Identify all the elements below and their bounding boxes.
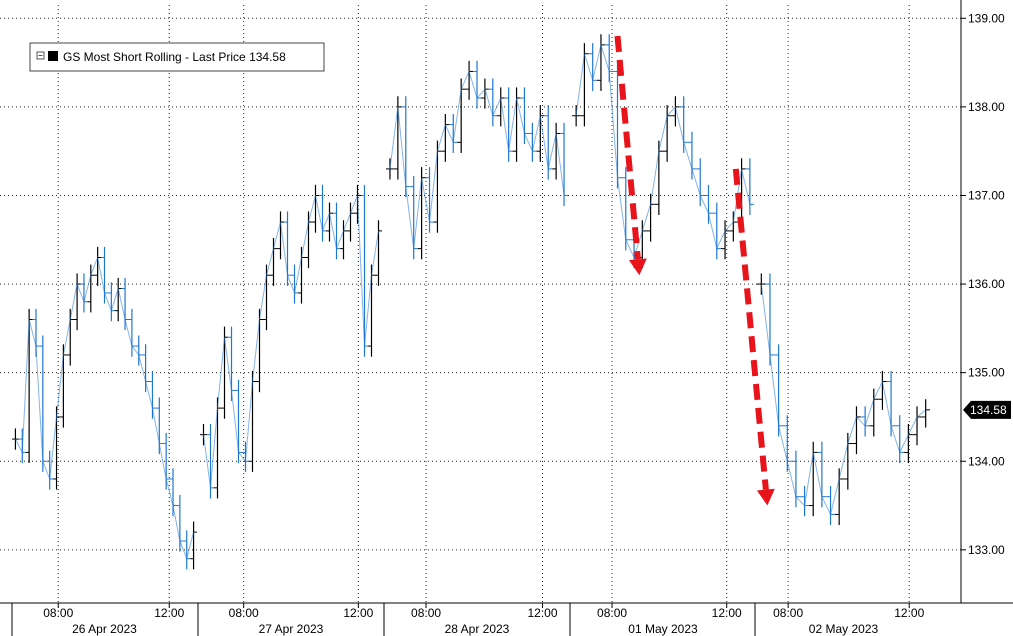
x-tick-label: 12:00 [528, 606, 558, 620]
legend-collapse-icon[interactable] [36, 51, 45, 60]
price-line [575, 42, 751, 259]
arrow-shaft [732, 168, 769, 490]
x-tick-label: 12:00 [154, 606, 184, 620]
last-price-value: 134.58 [970, 403, 1007, 417]
y-tick-label: 139.00 [968, 11, 1005, 25]
last-price-tag: 134.58 [963, 400, 1011, 419]
y-tick-label: 133.00 [968, 543, 1005, 557]
x-tick-label: 08:00 [229, 606, 259, 620]
arrow-head [756, 488, 775, 506]
grid-lines [0, 5, 961, 603]
y-tick-label: 134.00 [968, 454, 1005, 468]
x-tick-label: 12:00 [712, 606, 742, 620]
day-label: 26 Apr 2023 [72, 622, 137, 636]
legend-swatch [48, 51, 58, 61]
legend-label: GS Most Short Rolling - Last Price 134.5… [63, 50, 286, 64]
x-tick-label: 12:00 [894, 606, 924, 620]
price-line [14, 255, 195, 561]
y-tick-label: 137.00 [968, 188, 1005, 202]
arrow-head [628, 258, 647, 276]
legend: GS Most Short Rolling - Last Price 134.5… [29, 42, 325, 72]
y-tick-label: 138.00 [968, 100, 1005, 114]
last-price-tag-bg [963, 400, 1011, 419]
arrow-shaft [614, 35, 641, 260]
x-tick-label: 08:00 [411, 606, 441, 620]
price-line [389, 70, 565, 249]
day-label: 01 May 2023 [628, 622, 698, 636]
price-line [203, 195, 379, 488]
legend-box [29, 42, 325, 72]
price-line [760, 284, 926, 516]
x-tick-label: 08:00 [773, 606, 803, 620]
x-tick-label: 12:00 [343, 606, 373, 620]
x-tick-label: 08:00 [43, 606, 73, 620]
y-tick-label: 135.00 [968, 366, 1005, 380]
day-label: 27 Apr 2023 [259, 622, 324, 636]
price-series [12, 34, 930, 570]
day-label: 02 May 2023 [809, 622, 879, 636]
day-label: 28 Apr 2023 [445, 622, 510, 636]
annotation-arrows [614, 35, 775, 506]
x-tick-label: 08:00 [597, 606, 627, 620]
y-tick-label: 136.00 [968, 277, 1005, 291]
